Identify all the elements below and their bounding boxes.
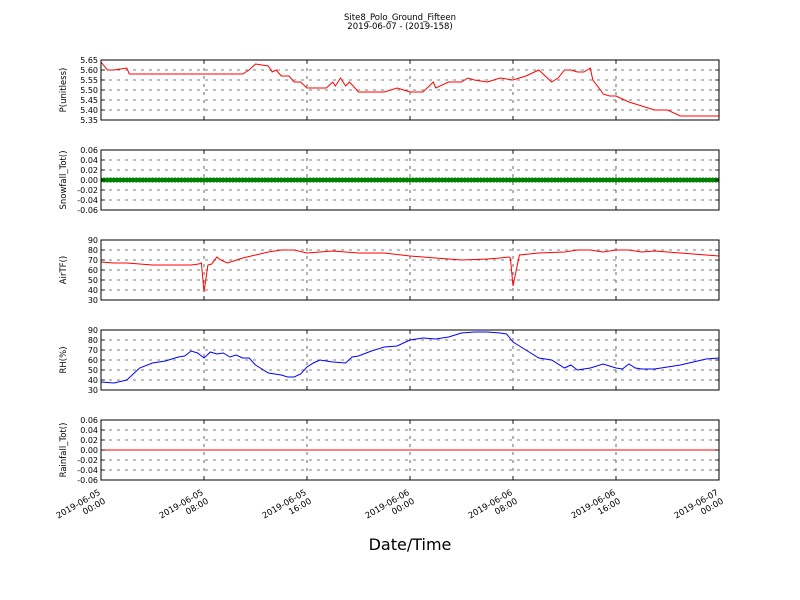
series-group <box>101 177 719 183</box>
y-tick-label: 5.50 <box>80 86 98 95</box>
y-tick-label: -0.06 <box>77 206 98 215</box>
y-tick-label: 0.04 <box>80 156 98 165</box>
chart-title: Site8_Polo_Ground_Fifteen <box>344 13 456 23</box>
y-tick-label: 50 <box>88 276 98 285</box>
y-axis-label: RH(%) <box>59 346 69 373</box>
series-line <box>101 61 719 117</box>
y-tick-label: -0.02 <box>77 186 98 195</box>
y-tick-label: 5.55 <box>80 76 98 85</box>
y-tick-label: 0.00 <box>80 176 98 185</box>
y-tick-label: 0.02 <box>80 166 98 175</box>
series-line <box>101 249 719 293</box>
panel-1: 5.355.405.455.505.555.605.65 P(unitless) <box>59 56 720 125</box>
y-tick-label: 0.00 <box>80 446 98 455</box>
series-line <box>101 331 719 384</box>
y-tick-label: -0.06 <box>77 476 98 485</box>
y-tick-label: 90 <box>88 236 98 245</box>
y-tick-label: 50 <box>88 366 98 375</box>
y-tick-label: 40 <box>88 376 98 385</box>
y-tick-label: 5.65 <box>80 56 98 65</box>
chart-subtitle: 2019-06-07 - (2019-158) <box>347 22 452 32</box>
y-axis-label: P(unitless) <box>59 68 69 113</box>
y-tick-label: 30 <box>88 386 98 395</box>
y-axis-label: AirTF() <box>59 256 69 284</box>
y-tick-label: 0.02 <box>80 436 98 445</box>
y-axis-label: Rainfall_Tot() <box>59 423 69 478</box>
y-tick-label: -0.04 <box>77 466 98 475</box>
y-tick-label: 0.06 <box>80 146 98 155</box>
panel-2: -0.06-0.04-0.020.000.020.040.06 Snowfall_… <box>59 146 720 215</box>
y-tick-label: 70 <box>88 346 98 355</box>
y-tick-label: 80 <box>88 246 98 255</box>
y-tick-label: 70 <box>88 256 98 265</box>
y-axis-label: Snowfall_Tot() <box>59 150 69 209</box>
y-tick-label: 5.35 <box>80 116 98 125</box>
y-tick-label: 90 <box>88 326 98 335</box>
series-group <box>101 331 719 384</box>
y-tick-label: 60 <box>88 356 98 365</box>
y-tick-label: 0.04 <box>80 426 98 435</box>
y-tick-label: -0.02 <box>77 456 98 465</box>
x-axis-label: Date/Time <box>369 535 452 554</box>
y-tick-label: 80 <box>88 336 98 345</box>
y-tick-label: 40 <box>88 286 98 295</box>
series-group <box>101 61 719 117</box>
panel-5: -0.06-0.04-0.020.000.020.040.06 Rainfall_… <box>59 416 720 485</box>
y-tick-label: 5.45 <box>80 96 98 105</box>
series-group <box>101 249 719 293</box>
y-tick-label: 60 <box>88 266 98 275</box>
y-tick-label: 5.40 <box>80 106 98 115</box>
y-tick-label: -0.04 <box>77 196 98 205</box>
y-tick-label: 5.60 <box>80 66 98 75</box>
y-tick-label: 30 <box>88 296 98 305</box>
y-tick-label: 0.06 <box>80 416 98 425</box>
